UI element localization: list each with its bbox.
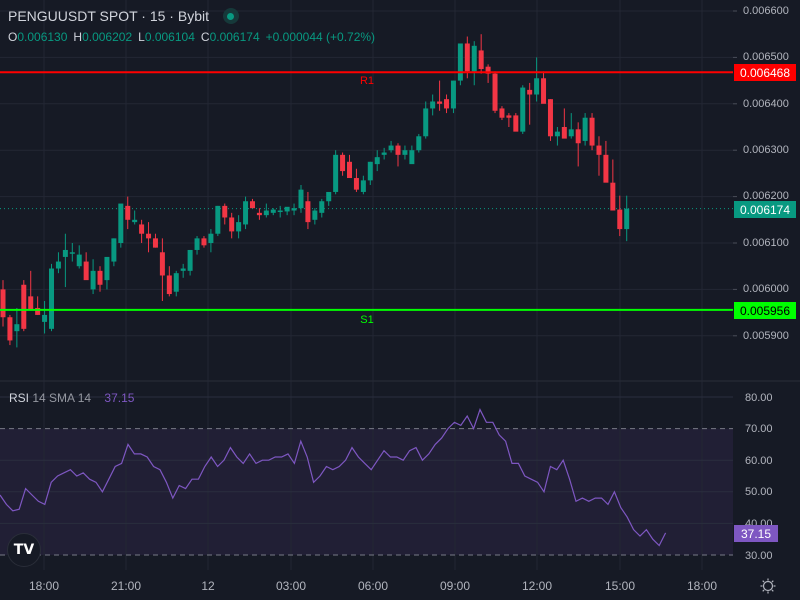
close-label: C [200,30,210,44]
r1-label: R1 [359,75,375,87]
low-value: 0.006104 [144,30,195,44]
time-tick: 12 [201,579,215,593]
rsi-tick: 60.00 [745,455,773,467]
time-tick: 03:00 [275,579,307,593]
price-tick: 0.006100 [743,237,789,249]
time-tick: 18:00 [28,579,60,593]
settings-icon[interactable] [760,578,776,594]
rsi-value-tag: 37.15 [734,525,778,542]
price-tick: 0.006000 [743,283,789,295]
time-tick: 21:00 [110,579,142,593]
s1-price-tag: 0.005956 [734,302,796,319]
price-tick: 0.006600 [743,5,789,17]
market-status-icon[interactable] [222,8,239,24]
price-tick: 0.006200 [743,190,789,202]
r1-price-tag: 0.006468 [734,64,796,81]
time-tick: 12:00 [521,579,553,593]
rsi-params: 14 SMA 14 [32,391,92,405]
s1-label: S1 [360,314,374,326]
time-tick: 15:00 [604,579,636,593]
tradingview-logo-icon[interactable]: TV [7,533,41,567]
time-tick: 09:00 [439,579,471,593]
open-label: O [8,30,18,44]
high-value: 0.006202 [82,30,133,44]
time-tick: 06:00 [357,579,389,593]
change-value: +0.000044 (+0.72%) [265,30,376,44]
price-tick: 0.005900 [743,330,789,342]
open-value: 0.006130 [17,30,68,44]
ohlc-values: O 0.006130 H 0.006202 L 0.006104 C 0.006174 … [8,30,381,44]
rsi-name: RSI [9,391,30,405]
last-price-tag: 0.006174 [734,201,796,218]
close-value: 0.006174 [209,30,260,44]
time-tick: 18:00 [686,579,718,593]
price-tick: 0.006500 [743,51,789,63]
rsi-legend[interactable]: RSI 14 SMA 14 37.15 [9,391,134,405]
high-label: H [73,30,83,44]
rsi-value: 37.15 [104,391,135,405]
price-tick: 0.006300 [743,144,789,156]
low-label: L [138,30,145,44]
symbol-title[interactable]: PENGUUSDT SPOT · 15 · Bybit [8,8,209,24]
rsi-tick: 50.00 [745,486,773,498]
rsi-tick: 70.00 [745,423,773,435]
rsi-tick: 80.00 [745,392,773,404]
rsi-tick: 30.00 [745,550,773,562]
price-tick: 0.006400 [743,98,789,110]
